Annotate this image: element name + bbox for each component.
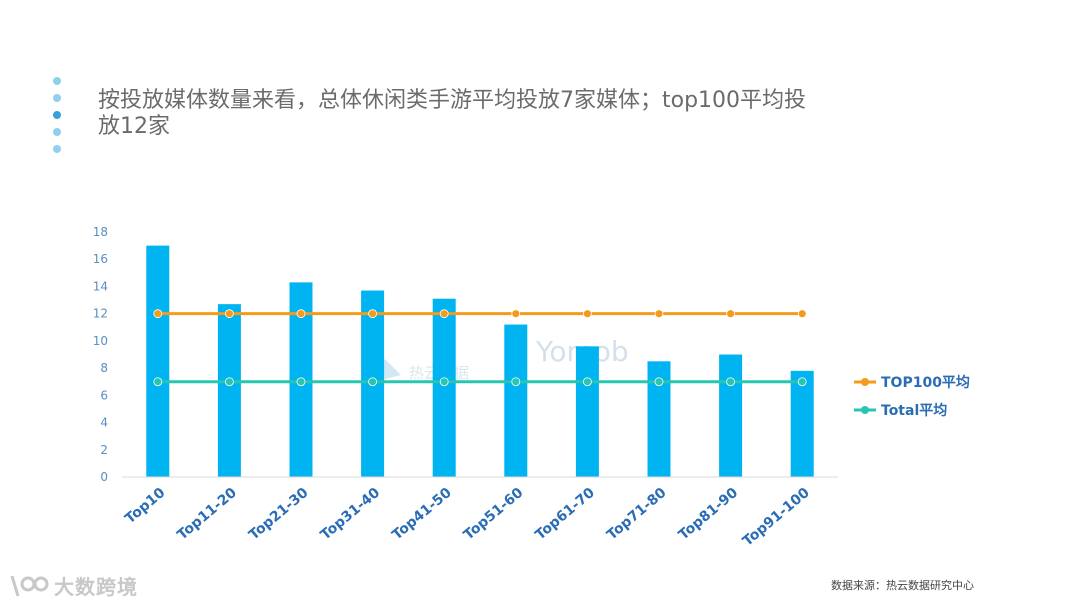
legend-item-top100: TOP100平均 — [853, 368, 970, 396]
x-tick-label: Top81-90 — [676, 485, 742, 544]
line-point — [153, 309, 163, 319]
chart-legend: TOP100平均 Total平均 — [853, 368, 970, 424]
bar — [504, 324, 528, 477]
x-tick-label: Top51-60 — [461, 485, 527, 544]
y-tick-label: 18 — [93, 225, 108, 239]
decor-dot — [53, 111, 61, 119]
x-tick-label: Top21-30 — [246, 485, 312, 544]
y-tick-label: 6 — [100, 388, 108, 402]
line-point — [654, 309, 664, 319]
legend-label-top100: TOP100平均 — [881, 375, 970, 391]
y-tick-label: 2 — [100, 443, 108, 457]
legend-marker-teal-icon — [854, 406, 876, 414]
line-point — [797, 377, 807, 387]
bar — [719, 354, 743, 477]
decor-dot — [53, 77, 61, 85]
decor-dot — [53, 94, 61, 102]
brand-logo-icon — [10, 575, 49, 596]
line-point — [439, 377, 449, 387]
line-point — [583, 377, 592, 387]
x-tick-label: Top11-20 — [174, 485, 240, 544]
line-point — [583, 309, 592, 319]
x-tick-label: Top61-70 — [532, 485, 598, 544]
y-tick-label: 0 — [100, 470, 108, 484]
bar — [575, 346, 599, 477]
bar — [432, 298, 456, 477]
line-point — [153, 377, 163, 387]
x-tick-label: Top41-50 — [389, 485, 455, 544]
line-point — [511, 309, 521, 319]
source-note: 数据来源：热云数据研究中心 — [831, 579, 974, 592]
y-tick-label: 10 — [93, 334, 108, 348]
bar — [146, 245, 170, 477]
line-point — [511, 377, 521, 387]
line-point — [797, 309, 807, 319]
page-title: 按投放媒体数量来看，总体休闲类手游平均投放7家媒体；top100平均投放12家 — [98, 88, 807, 139]
line-point — [296, 309, 306, 319]
line-point — [368, 377, 378, 387]
y-tick-label: 8 — [100, 361, 108, 375]
brand-logo-text: 大数跨境 — [54, 575, 138, 599]
decor-dot — [53, 145, 61, 153]
bar — [647, 361, 671, 477]
line-point — [726, 309, 735, 319]
line-point — [224, 309, 234, 319]
legend-marker-orange-icon — [854, 378, 876, 386]
x-tick-label: Top71-80 — [604, 485, 670, 544]
x-tick-label: Top91-100 — [740, 485, 813, 550]
legend-item-total: Total平均 — [853, 396, 970, 424]
line-point — [368, 309, 378, 319]
line-point — [224, 377, 234, 387]
x-tick-label: Top31-40 — [318, 485, 384, 544]
line-point — [296, 377, 306, 387]
brand-logo: 大数跨境 — [8, 571, 138, 600]
bar — [790, 370, 814, 477]
y-tick-label: 16 — [93, 252, 108, 266]
line-point — [439, 309, 449, 319]
line-point — [654, 377, 664, 387]
y-tick-label: 14 — [93, 279, 108, 293]
line-point — [726, 377, 735, 387]
x-tick-label: Top10 — [122, 485, 168, 528]
y-tick-label: 12 — [93, 307, 108, 321]
y-tick-label: 4 — [100, 416, 108, 430]
decor-dots — [53, 77, 65, 162]
legend-label-total: Total平均 — [881, 403, 948, 419]
bar — [217, 304, 241, 477]
decor-dot — [53, 128, 61, 136]
